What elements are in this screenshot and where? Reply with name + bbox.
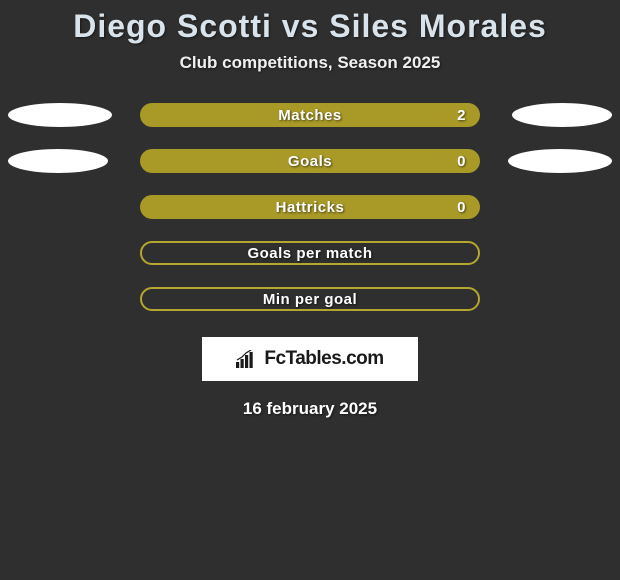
stat-value: 0 <box>457 153 466 170</box>
stat-bar: Goals 0 <box>140 149 480 173</box>
brand-box: FcTables.com <box>202 337 418 381</box>
page-title: Diego Scotti vs Siles Morales <box>0 0 620 53</box>
stat-label: Matches <box>278 107 342 124</box>
stat-row: Goals 0 <box>0 149 620 173</box>
chart-bars-icon <box>236 350 258 368</box>
right-ellipse <box>508 149 612 173</box>
stat-label: Goals <box>288 153 332 170</box>
stat-bar: Goals per match <box>140 241 480 265</box>
left-ellipse <box>8 103 112 127</box>
stat-row: Goals per match <box>0 241 620 265</box>
vs-label: vs <box>282 8 320 44</box>
stat-rows: Matches 2 Goals 0 Hattricks 0 Goals per match M… <box>0 103 620 311</box>
stat-bar: Min per goal <box>140 287 480 311</box>
stat-value: 2 <box>457 107 466 124</box>
stat-row: Min per goal <box>0 287 620 311</box>
subtitle: Club competitions, Season 2025 <box>0 53 620 73</box>
stat-label: Hattricks <box>276 199 345 216</box>
brand-text: FcTables.com <box>264 348 383 370</box>
stat-label: Goals per match <box>247 245 372 262</box>
stat-row: Matches 2 <box>0 103 620 127</box>
player2-name: Siles Morales <box>329 8 547 44</box>
stat-value: 0 <box>457 199 466 216</box>
stat-bar: Hattricks 0 <box>140 195 480 219</box>
stat-row: Hattricks 0 <box>0 195 620 219</box>
player1-name: Diego Scotti <box>73 8 272 44</box>
right-ellipse <box>512 103 612 127</box>
footer-date: 16 february 2025 <box>0 399 620 419</box>
stat-label: Min per goal <box>263 291 357 308</box>
left-ellipse <box>8 149 108 173</box>
stat-bar: Matches 2 <box>140 103 480 127</box>
